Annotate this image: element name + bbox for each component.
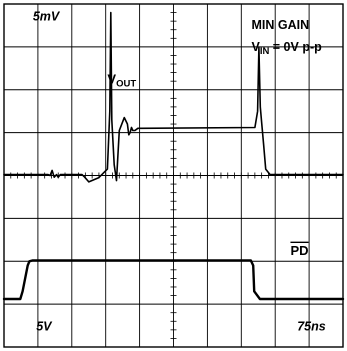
pd-trace-label: PD [290,243,308,258]
vout-trace [3,11,344,183]
condition-min-gain: MIN GAIN [251,18,309,32]
vout-trace-label: VOUT [107,71,136,89]
condition-vin: VIN = 0V p-p [251,40,322,57]
channel1-scale-label: 5mV [33,9,61,23]
time-scale-label: 75ns [297,320,326,334]
channel2-scale-label: 5V [36,320,53,334]
plot-frame [3,3,344,348]
pd-trace [2,259,345,301]
traces [2,11,345,301]
